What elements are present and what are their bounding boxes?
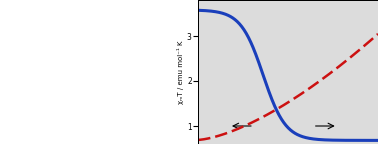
- Y-axis label: χₘT / emu mol⁻¹ K: χₘT / emu mol⁻¹ K: [177, 40, 184, 104]
